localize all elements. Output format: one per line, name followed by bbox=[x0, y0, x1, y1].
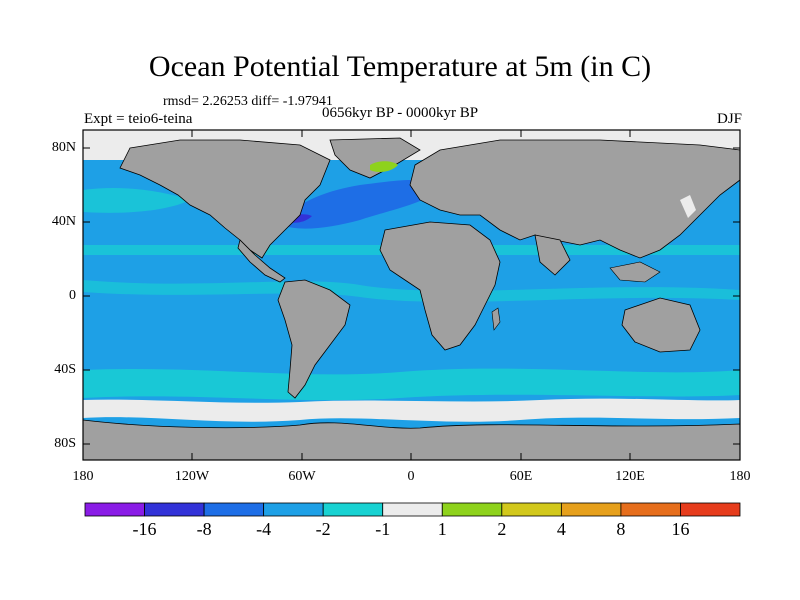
season-label: DJF bbox=[716, 111, 742, 127]
plot-title: Ocean Potential Temperature at 5m (in C) bbox=[148, 50, 652, 83]
africa bbox=[379, 221, 501, 351]
colorbar-swatch bbox=[382, 502, 443, 517]
colorbar-label: 2 bbox=[497, 519, 507, 539]
colorbar-swatch bbox=[620, 502, 681, 517]
lat-label-40n: 40N bbox=[51, 214, 76, 229]
colorbar-swatch bbox=[501, 502, 562, 517]
lon-label-120w: 120W bbox=[174, 469, 210, 484]
north-america bbox=[119, 139, 331, 259]
colorbar-label: -16 bbox=[132, 519, 157, 539]
central-america bbox=[237, 239, 286, 283]
ocean-band-light bbox=[83, 280, 740, 302]
lon-label-0: 0 bbox=[407, 469, 415, 484]
colorbar-swatch bbox=[203, 502, 265, 517]
lat-label-80s: 80S bbox=[54, 436, 76, 451]
colorbar-label: -8 bbox=[196, 519, 212, 539]
colorbar-swatch bbox=[84, 502, 145, 517]
colorbar bbox=[84, 502, 741, 517]
lon-label-180w: 180 bbox=[72, 469, 94, 484]
southern-warm-band bbox=[83, 398, 740, 422]
north-pacific-band bbox=[83, 188, 190, 213]
colorbar-swatch bbox=[441, 502, 503, 517]
antarctica bbox=[82, 419, 741, 461]
experiment-label: Expt = teio6-teina bbox=[84, 111, 193, 127]
colorbar-swatch bbox=[263, 502, 324, 517]
south-america bbox=[277, 279, 351, 399]
stats-label: rmsd= 2.26253 diff= -1.97941 bbox=[163, 94, 333, 109]
southern-ocean-band bbox=[83, 368, 740, 401]
lat-label-80n: 80N bbox=[51, 140, 76, 155]
eurasia bbox=[409, 139, 741, 259]
colorbar-label: 8 bbox=[616, 519, 626, 539]
lon-label-60e: 60E bbox=[509, 469, 533, 484]
colorbar-swatch bbox=[322, 502, 384, 517]
colorbar-label: -4 bbox=[256, 519, 272, 539]
period-label: 0656kyr BP - 0000kyr BP bbox=[322, 105, 479, 121]
lat-label-40s: 40S bbox=[54, 362, 76, 377]
australia bbox=[621, 297, 701, 353]
north-atlantic-anomaly bbox=[282, 180, 440, 229]
lon-label-180e: 180 bbox=[729, 469, 751, 484]
colorbar-label: 1 bbox=[437, 519, 447, 539]
colorbar-swatch bbox=[560, 502, 622, 517]
colorbar-swatch bbox=[680, 502, 741, 517]
axis-ticks bbox=[83, 130, 740, 460]
colorbar-label: -2 bbox=[315, 519, 331, 539]
colorbar-swatch bbox=[144, 502, 205, 517]
japan-anomaly bbox=[680, 195, 696, 218]
lat-label-0: 0 bbox=[69, 288, 76, 303]
colorbar-label: 16 bbox=[671, 519, 690, 539]
colorbar-label: -1 bbox=[375, 519, 391, 539]
lon-label-60w: 60W bbox=[288, 469, 316, 484]
india bbox=[534, 234, 571, 276]
warm-anomaly-patch bbox=[370, 161, 398, 173]
maritime-continent bbox=[609, 261, 661, 283]
colorbar-label: 4 bbox=[556, 519, 566, 539]
lon-label-120e: 120E bbox=[615, 469, 645, 484]
madagascar bbox=[491, 307, 501, 331]
